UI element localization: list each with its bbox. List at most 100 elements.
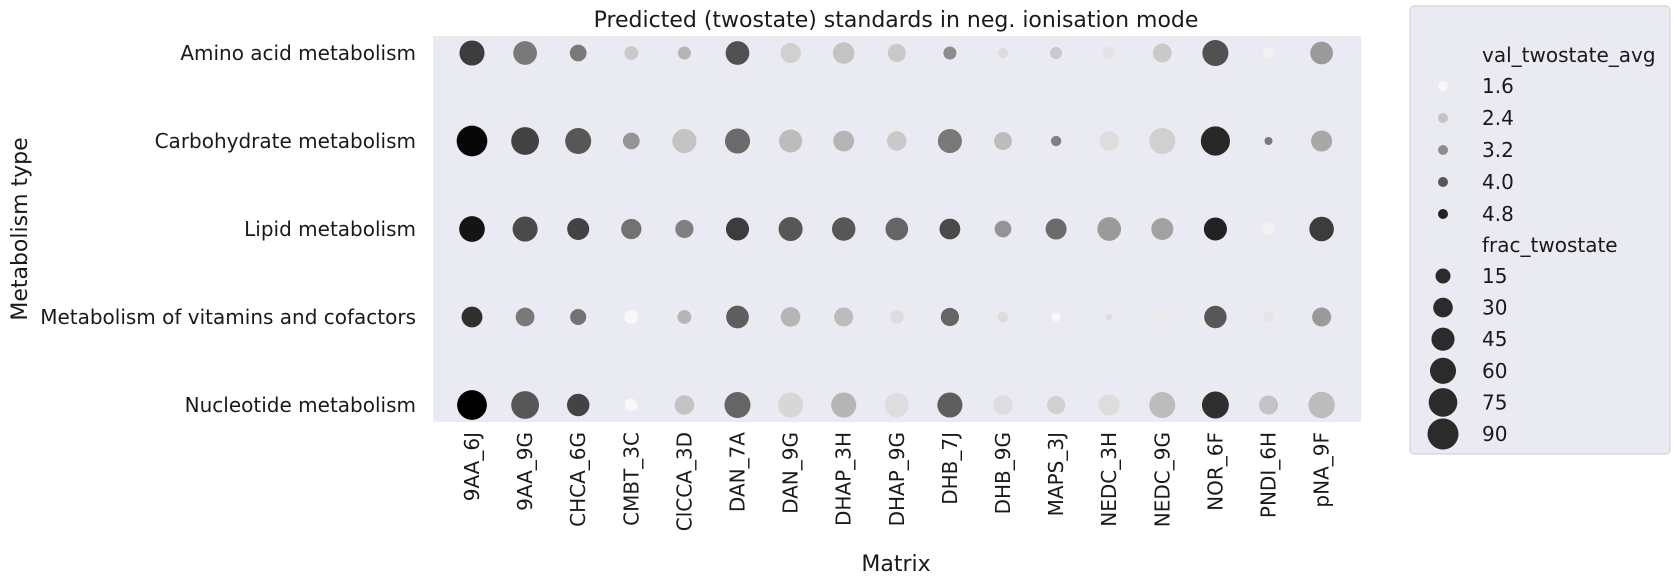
data-point (1202, 39, 1229, 67)
data-point (512, 216, 538, 242)
data-point (1258, 395, 1279, 415)
data-point (885, 217, 909, 241)
data-point (570, 308, 587, 326)
legend-size-marker (1429, 357, 1457, 384)
legend-color-title: val_twostate_avg (1482, 43, 1656, 67)
data-point (624, 310, 639, 324)
legend-color-label: 1.6 (1482, 74, 1514, 98)
data-point (1309, 216, 1334, 242)
data-point (511, 127, 540, 155)
data-point (622, 132, 640, 150)
x-tick-label: NEDC_3H (1097, 432, 1121, 527)
legend-color-marker (1438, 209, 1448, 219)
y-tick-labels: Amino acid metabolism Carbohydrate metabo… (40, 41, 416, 417)
data-point (778, 216, 803, 242)
data-point (831, 217, 856, 241)
data-point (1151, 218, 1174, 240)
legend-size-marker (1435, 268, 1451, 284)
data-point (997, 311, 1009, 323)
data-point (1310, 41, 1333, 65)
x-tick-label: DAN_7A (726, 432, 750, 512)
data-point (1204, 305, 1227, 329)
data-point (511, 391, 540, 419)
data-point (675, 219, 694, 239)
data-point (887, 131, 907, 151)
data-point (943, 46, 957, 60)
legend-size-label: 30 (1482, 296, 1507, 320)
data-point (565, 127, 592, 155)
y-tick-label: Amino acid metabolism (180, 41, 416, 65)
data-point (456, 125, 488, 157)
x-tick-label: DHAP_9G (885, 432, 909, 526)
x-tick-label: pNA_9F (1310, 432, 1334, 508)
legend-size-marker (1433, 297, 1453, 318)
data-point (1099, 131, 1119, 151)
data-point (677, 310, 692, 324)
data-point (1097, 217, 1122, 241)
data-point (831, 392, 857, 418)
data-point (625, 398, 638, 412)
data-point (1263, 47, 1274, 59)
data-point (725, 217, 750, 241)
data-point (677, 46, 691, 60)
data-point (937, 128, 962, 154)
data-point (1264, 136, 1273, 146)
x-tick-label: 9AA_9G (513, 432, 537, 511)
legend-size-entries: 15 30 45 60 75 90 (1427, 264, 1507, 450)
data-point (994, 220, 1012, 238)
data-point (1263, 311, 1274, 323)
x-tick-labels: 9AA_6J 9AA_9G CHCA_6G CMBT_3C ClCCA_3D DAN_7A… (460, 432, 1334, 532)
data-point (778, 392, 804, 418)
data-point (1152, 43, 1172, 63)
data-point (566, 393, 590, 417)
legend-color-marker (1438, 113, 1448, 123)
y-tick-label: Nucleotide metabolism (185, 393, 416, 417)
data-point (939, 218, 961, 240)
x-tick-label: DHB_7J (938, 432, 962, 505)
data-point (1154, 309, 1170, 325)
data-points (456, 39, 1335, 420)
data-point (726, 305, 749, 329)
data-point (1149, 127, 1176, 155)
data-point (993, 395, 1013, 415)
legend-color-label: 4.0 (1482, 170, 1514, 194)
legend-color-entries: 1.6 2.4 3.2 4.0 4.8 (1438, 74, 1514, 226)
data-point (1203, 217, 1227, 241)
data-point (724, 391, 751, 419)
x-tick-label: DHB_9G (991, 432, 1015, 514)
legend-size-label: 45 (1482, 327, 1507, 351)
legend-size-label: 15 (1482, 264, 1507, 288)
data-point (1311, 130, 1333, 152)
legend-color-marker (1438, 81, 1448, 91)
data-point (459, 40, 485, 66)
x-tick-label: NEDC_9G (1150, 432, 1174, 527)
legend-size-marker (1427, 418, 1459, 450)
legend-size-title: frac_twostate (1482, 233, 1618, 257)
x-tick-label: ClCCA_3D (672, 432, 696, 531)
data-point (1105, 313, 1113, 321)
data-point (884, 392, 909, 418)
data-point (1050, 46, 1063, 60)
data-point (567, 218, 590, 240)
data-point (779, 129, 803, 153)
legend-size-label: 60 (1482, 359, 1507, 383)
y-tick-label: Carbohydrate metabolism (155, 129, 416, 153)
data-point (1201, 391, 1229, 419)
data-point (515, 307, 535, 327)
data-point (1262, 222, 1275, 236)
data-point (887, 43, 906, 63)
data-point (461, 306, 483, 328)
data-point (833, 130, 855, 152)
data-point (997, 47, 1009, 59)
data-point (1098, 394, 1120, 416)
legend-size-label: 75 (1482, 390, 1507, 414)
data-point (1149, 391, 1176, 419)
data-point (937, 392, 963, 418)
data-point (1308, 391, 1335, 419)
x-tick-label: NOR_6F (1203, 432, 1227, 511)
data-point (1312, 307, 1332, 327)
legend-size-marker (1428, 388, 1458, 417)
data-point (724, 128, 751, 154)
data-point (457, 390, 487, 420)
